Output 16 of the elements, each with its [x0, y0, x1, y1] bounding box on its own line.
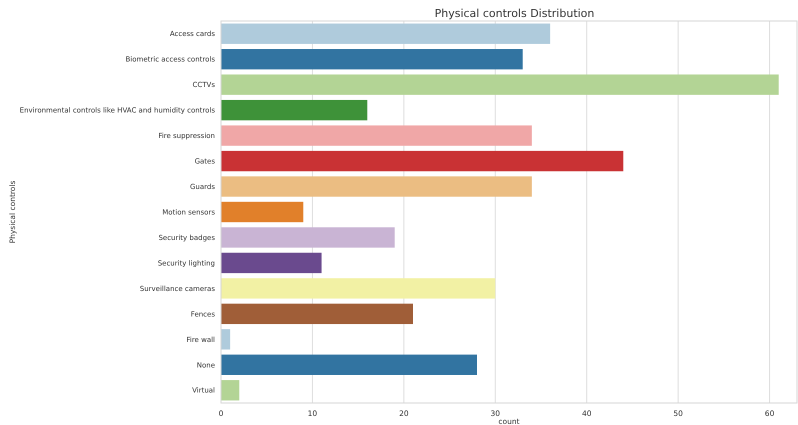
bar	[221, 354, 477, 375]
chart-title: Physical controls Distribution	[434, 7, 594, 20]
bar	[221, 252, 322, 274]
bar	[221, 380, 240, 400]
bar	[221, 100, 368, 120]
bar	[221, 202, 304, 222]
bar	[221, 227, 395, 248]
bar	[221, 329, 230, 350]
bar	[221, 278, 496, 299]
bar	[221, 49, 523, 70]
bar	[221, 176, 532, 197]
bar	[221, 74, 779, 95]
bar	[221, 304, 413, 324]
bar	[221, 24, 550, 44]
bar	[221, 125, 532, 146]
bar	[221, 150, 624, 172]
